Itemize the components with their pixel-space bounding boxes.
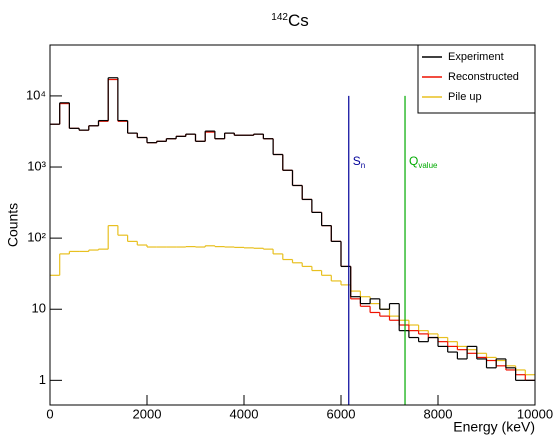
title-superscript: 142 [271,12,288,23]
x-axis-label: Energy (keV) [453,419,535,435]
marker-label-main: Q [409,154,418,168]
legend-label: Reconstructed [448,71,519,83]
y-tick-label: 1 [39,372,46,387]
x-tick-label: 8000 [424,406,453,421]
marker-label-sub: n [361,161,365,170]
chart-title: 142Cs [271,11,308,30]
marker-label: Qvalue [409,154,438,170]
y-tick-label: 10² [27,230,46,245]
y-tick-label: 10³ [27,158,46,173]
series [50,77,535,381]
marker-label-sub: value [418,161,438,170]
series [50,225,535,376]
series [50,78,535,381]
legend-label: Pile up [448,91,482,103]
y-axis-label: Counts [5,203,21,247]
marker-label: Sn [353,154,365,170]
x-tick-label: 10000 [517,406,553,421]
plot-frame [49,44,536,406]
legend-label: Experiment [448,51,504,63]
x-tick-label: 0 [46,406,53,421]
x-tick-label: 6000 [327,406,356,421]
title-text: Cs [288,11,309,30]
marker-label-main: S [353,154,361,168]
y-tick-label: 10 [32,301,46,316]
y-tick-label: 10⁴ [26,87,46,102]
x-tick-label: 2000 [133,406,162,421]
x-tick-label: 4000 [230,406,259,421]
